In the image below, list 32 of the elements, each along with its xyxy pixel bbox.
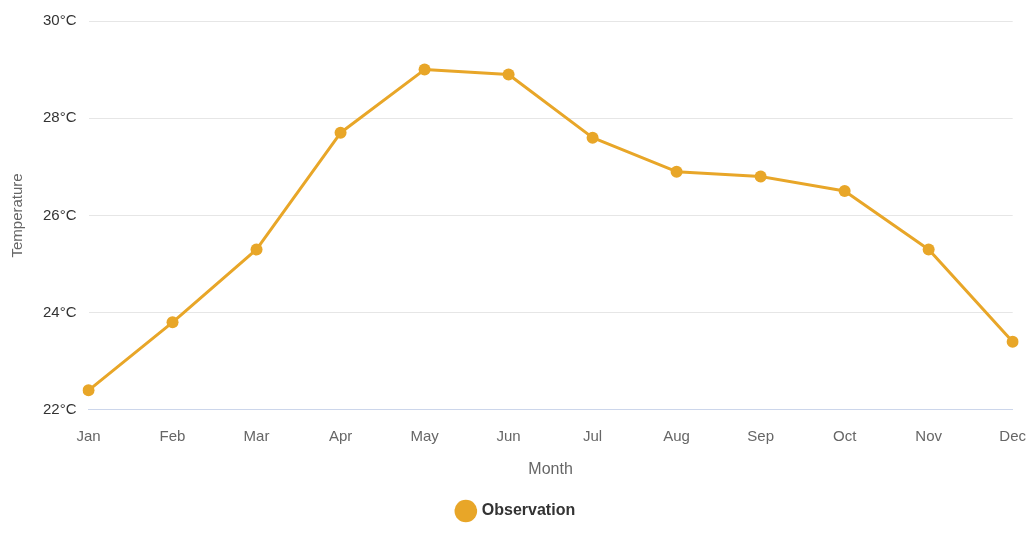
point	[166, 316, 179, 329]
point	[922, 243, 935, 256]
x-tick-label: Aug	[663, 426, 690, 444]
y-tick-label: 30°C	[43, 11, 77, 29]
x-tick-label: Sep	[747, 426, 774, 444]
point	[754, 170, 767, 183]
x-axis-title: Month	[528, 459, 573, 477]
point	[502, 68, 515, 81]
y-tick-label: 26°C	[43, 205, 77, 223]
x-tick-label: Jul	[583, 426, 603, 444]
point	[82, 384, 95, 397]
x-tick-label: Jun	[496, 426, 521, 444]
y-tick-label: 28°C	[43, 108, 77, 126]
legend-label: Observation	[481, 501, 576, 519]
point	[838, 185, 851, 198]
y-tick-label: 22°C	[43, 399, 77, 417]
point	[250, 243, 263, 256]
y-tick-label: 24°C	[43, 302, 77, 320]
x-tick-label: Dec	[999, 426, 1027, 444]
x-tick-label: Nov	[915, 426, 943, 444]
x-tick-label: Mar	[243, 426, 270, 444]
x-tick-label: Oct	[832, 426, 858, 444]
x-tick-label: Feb	[159, 426, 186, 444]
y-axis-title: Temperature	[8, 173, 26, 258]
point	[586, 131, 599, 144]
point	[418, 63, 431, 76]
x-tick-label: Jan	[76, 426, 101, 444]
point	[1006, 335, 1019, 348]
point	[670, 165, 683, 178]
point	[334, 126, 347, 139]
x-tick-label: Apr	[328, 426, 353, 444]
x-tick-label: May	[410, 426, 440, 444]
